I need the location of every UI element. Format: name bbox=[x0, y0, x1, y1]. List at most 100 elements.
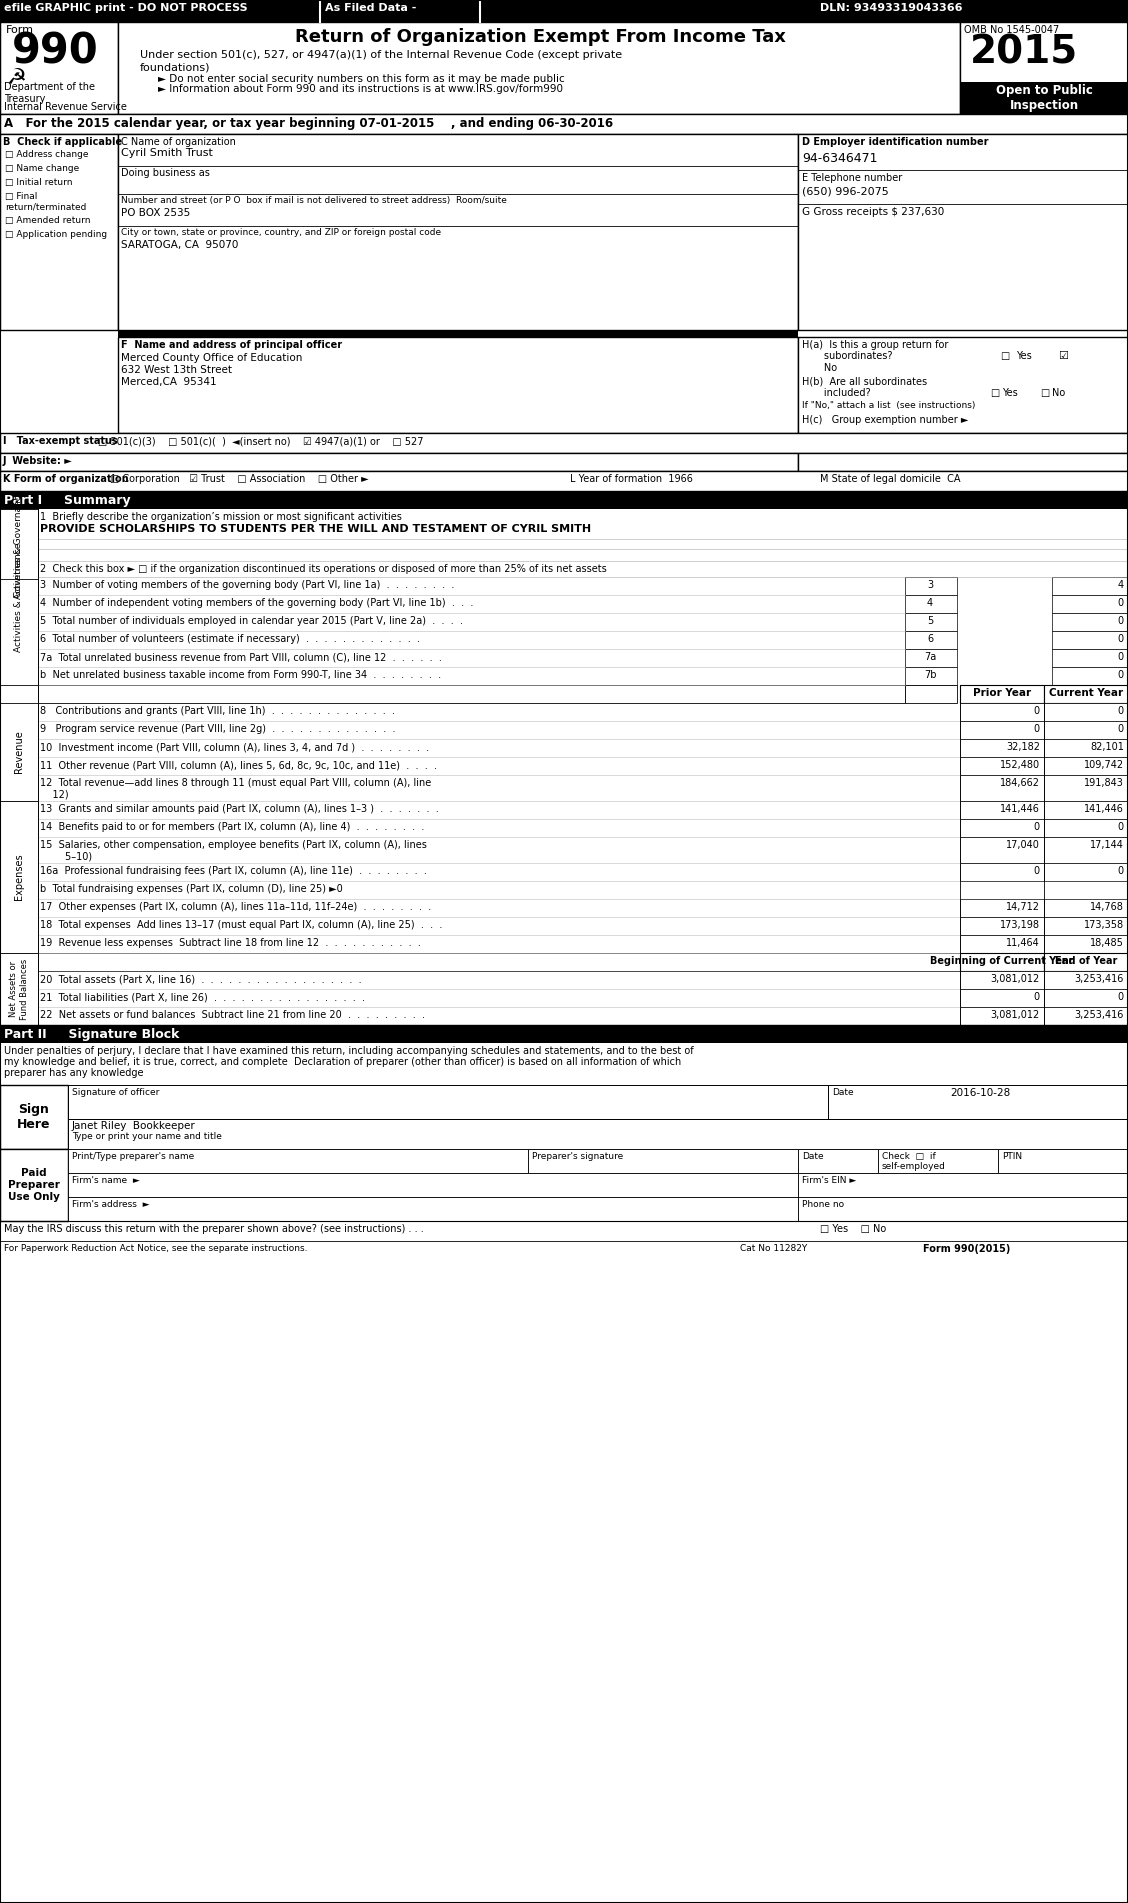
Text: Print/Type preparer's name: Print/Type preparer's name bbox=[72, 1151, 194, 1161]
Bar bbox=[960, 757, 1045, 775]
Text: As Filed Data -: As Filed Data - bbox=[325, 4, 416, 13]
Bar bbox=[0, 508, 38, 579]
Text: Preparer's signature: Preparer's signature bbox=[532, 1151, 624, 1161]
Bar bbox=[118, 133, 797, 329]
Text: 6: 6 bbox=[927, 634, 933, 643]
Text: Part I     Summary: Part I Summary bbox=[5, 495, 131, 506]
Text: E Telephone number: E Telephone number bbox=[802, 173, 902, 183]
Text: 21  Total liabilities (Part X, line 26)  .  .  .  .  .  .  .  .  .  .  .  .  .  : 21 Total liabilities (Part X, line 26) .… bbox=[39, 991, 365, 1003]
Text: 0: 0 bbox=[1118, 634, 1123, 643]
Bar bbox=[68, 1119, 1128, 1149]
Bar bbox=[1045, 862, 1128, 881]
Text: 0: 0 bbox=[1118, 991, 1123, 1003]
Bar bbox=[905, 649, 957, 666]
Bar bbox=[38, 685, 905, 702]
Text: Janet Riley  Bookkeeper: Janet Riley Bookkeeper bbox=[72, 1121, 196, 1130]
Bar bbox=[905, 613, 957, 632]
Bar bbox=[1045, 757, 1128, 775]
Text: 184,662: 184,662 bbox=[1001, 778, 1040, 788]
Bar bbox=[1052, 596, 1128, 613]
Text: □ Amended return: □ Amended return bbox=[5, 217, 90, 225]
Bar bbox=[0, 0, 1128, 23]
Text: Activities & Governance: Activities & Governance bbox=[15, 542, 24, 651]
Text: □ 501(c)(3)    □ 501(c)(  )  ◄(insert no)    ☑ 4947(a)(1) or    □ 527: □ 501(c)(3) □ 501(c)( ) ◄(insert no) ☑ 4… bbox=[98, 436, 423, 445]
Text: 17  Other expenses (Part IX, column (A), lines 11a–11d, 11f–24e)  .  .  .  .  . : 17 Other expenses (Part IX, column (A), … bbox=[39, 902, 431, 912]
Text: 0: 0 bbox=[1034, 822, 1040, 832]
Text: B  Check if applicable: B Check if applicable bbox=[3, 137, 122, 147]
Text: 82,101: 82,101 bbox=[1090, 742, 1123, 752]
Text: L Year of formation  1966: L Year of formation 1966 bbox=[570, 474, 693, 483]
Text: Beginning of Current Year: Beginning of Current Year bbox=[931, 955, 1074, 967]
Bar bbox=[905, 577, 957, 596]
Text: 5  Total number of individuals employed in calendar year 2015 (Part V, line 2a) : 5 Total number of individuals employed i… bbox=[39, 617, 462, 626]
Text: Prior Year: Prior Year bbox=[973, 689, 1031, 698]
Bar bbox=[0, 453, 797, 472]
Bar bbox=[828, 1085, 1128, 1119]
Text: J  Website: ►: J Website: ► bbox=[3, 457, 72, 466]
Text: 7a  Total unrelated business revenue from Part VIII, column (C), line 12  .  .  : 7a Total unrelated business revenue from… bbox=[39, 653, 442, 662]
Text: Date: Date bbox=[832, 1089, 854, 1096]
Bar bbox=[0, 508, 38, 685]
Bar bbox=[905, 632, 957, 649]
Bar bbox=[0, 434, 1128, 453]
Bar bbox=[1045, 801, 1128, 818]
Text: Expenses: Expenses bbox=[14, 854, 24, 900]
Text: 0: 0 bbox=[1118, 706, 1123, 716]
Text: ► Do not enter social security numbers on this form as it may be made public: ► Do not enter social security numbers o… bbox=[158, 74, 565, 84]
Text: 19  Revenue less expenses  Subtract line 18 from line 12  .  .  .  .  .  .  .  .: 19 Revenue less expenses Subtract line 1… bbox=[39, 938, 421, 948]
Text: □: □ bbox=[1040, 388, 1049, 398]
Text: H(a)  Is this a group return for: H(a) Is this a group return for bbox=[802, 341, 949, 350]
Text: preparer has any knowledge: preparer has any knowledge bbox=[5, 1068, 143, 1077]
Text: included?: included? bbox=[802, 388, 871, 398]
Text: 2015: 2015 bbox=[970, 32, 1078, 70]
Text: End of Year: End of Year bbox=[1055, 955, 1117, 967]
Text: self-employed: self-employed bbox=[882, 1163, 946, 1170]
Text: 32,182: 32,182 bbox=[1006, 742, 1040, 752]
Text: K Form of organization: K Form of organization bbox=[3, 474, 129, 483]
Text: 2016-10-28: 2016-10-28 bbox=[950, 1089, 1011, 1098]
Bar bbox=[998, 1149, 1128, 1172]
Text: 141,446: 141,446 bbox=[1084, 803, 1123, 814]
Bar bbox=[1052, 613, 1128, 632]
Text: 0: 0 bbox=[1118, 723, 1123, 735]
Text: 0: 0 bbox=[1034, 723, 1040, 735]
Text: Paid
Preparer
Use Only: Paid Preparer Use Only bbox=[8, 1168, 60, 1201]
Bar bbox=[1052, 666, 1128, 685]
Bar bbox=[797, 1172, 1128, 1197]
Bar bbox=[960, 775, 1045, 801]
Bar bbox=[1045, 685, 1128, 702]
Text: 14,712: 14,712 bbox=[1006, 902, 1040, 912]
Text: 18,485: 18,485 bbox=[1090, 938, 1123, 948]
Text: 990: 990 bbox=[12, 30, 99, 72]
Text: PTIN: PTIN bbox=[1002, 1151, 1022, 1161]
Text: 152,480: 152,480 bbox=[999, 759, 1040, 771]
Text: 0: 0 bbox=[1034, 706, 1040, 716]
Text: Firm's address  ►: Firm's address ► bbox=[72, 1201, 150, 1208]
Text: 0: 0 bbox=[1118, 670, 1123, 679]
Text: G Gross receipts $ 237,630: G Gross receipts $ 237,630 bbox=[802, 207, 944, 217]
Text: 14  Benefits paid to or for members (Part IX, column (A), line 4)  .  .  .  .  .: 14 Benefits paid to or for members (Part… bbox=[39, 822, 424, 832]
Text: Yes: Yes bbox=[1002, 388, 1017, 398]
Text: Cyril Smith Trust: Cyril Smith Trust bbox=[121, 148, 213, 158]
Bar bbox=[960, 721, 1045, 738]
Text: b  Net unrelated business taxable income from Form 990-T, line 34  .  .  .  .  .: b Net unrelated business taxable income … bbox=[39, 670, 441, 679]
Text: H(b)  Are all subordinates: H(b) Are all subordinates bbox=[802, 377, 927, 386]
Bar bbox=[528, 1149, 797, 1172]
Text: May the IRS discuss this return with the preparer shown above? (see instructions: May the IRS discuss this return with the… bbox=[5, 1224, 424, 1233]
Text: foundations): foundations) bbox=[140, 63, 211, 72]
Text: 3,253,416: 3,253,416 bbox=[1075, 1010, 1123, 1020]
Bar bbox=[1045, 738, 1128, 757]
Text: Return of Organization Exempt From Income Tax: Return of Organization Exempt From Incom… bbox=[294, 29, 785, 46]
Bar bbox=[1045, 837, 1128, 862]
Text: 17,144: 17,144 bbox=[1090, 839, 1123, 851]
Text: 8   Contributions and grants (Part VIII, line 1h)  .  .  .  .  .  .  .  .  .  . : 8 Contributions and grants (Part VIII, l… bbox=[39, 706, 395, 716]
Text: Department of the
Treasury: Department of the Treasury bbox=[5, 82, 95, 103]
Text: 0: 0 bbox=[1118, 617, 1123, 626]
Text: Firm's name  ►: Firm's name ► bbox=[72, 1176, 140, 1186]
Text: 11,464: 11,464 bbox=[1006, 938, 1040, 948]
Text: Under penalties of perjury, I declare that I have examined this return, includin: Under penalties of perjury, I declare th… bbox=[5, 1047, 694, 1056]
Text: □ Final: □ Final bbox=[5, 192, 37, 202]
Text: Part II     Signature Block: Part II Signature Block bbox=[5, 1028, 179, 1041]
Text: Current Year: Current Year bbox=[1049, 689, 1123, 698]
Text: ☭: ☭ bbox=[6, 69, 26, 88]
